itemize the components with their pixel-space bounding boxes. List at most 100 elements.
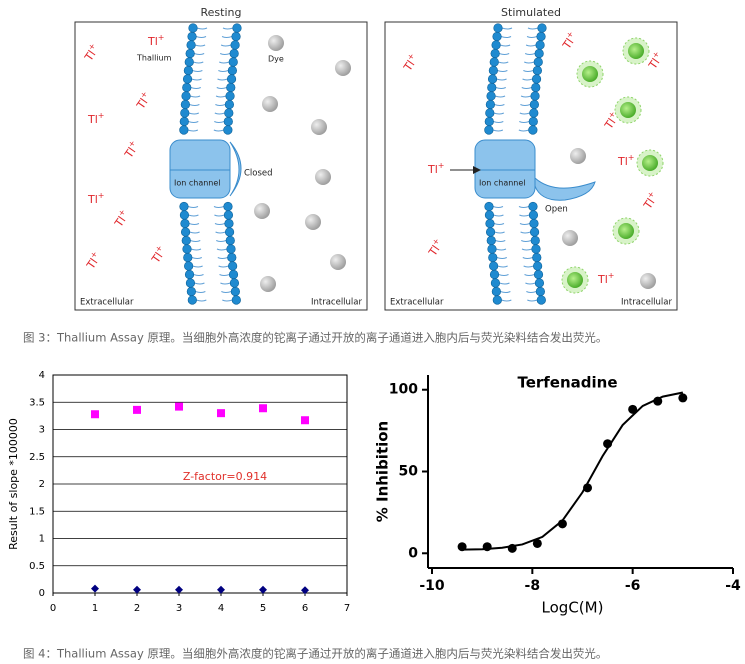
lipid-head	[226, 82, 236, 93]
lipid-tail	[196, 299, 233, 302]
dye-bound	[582, 66, 598, 82]
lipid-tail	[496, 78, 533, 81]
dye	[562, 230, 578, 246]
compartment-label: Extracellular	[390, 298, 444, 308]
x-tick-label: -8	[525, 578, 541, 594]
lipid-head	[531, 74, 542, 84]
lipid-tail	[494, 95, 532, 98]
dye	[305, 214, 321, 230]
lipid-tail	[187, 129, 225, 132]
point	[259, 404, 267, 413]
dye	[315, 169, 331, 185]
lipid-head	[230, 40, 240, 50]
point	[678, 393, 688, 403]
lipid-head	[185, 278, 196, 288]
lipid-head	[528, 210, 539, 220]
lipid-head	[227, 65, 237, 76]
ion-symbol: Tl	[597, 273, 608, 286]
ion-charge: +	[88, 249, 99, 260]
lipid-head	[528, 201, 538, 212]
x-tick-label: 0	[50, 603, 56, 614]
lipid-head	[488, 65, 498, 76]
lipid-head	[484, 116, 494, 127]
x-tick-label: -4	[725, 578, 741, 594]
lipid-head	[184, 269, 195, 280]
lipid-head	[180, 227, 191, 237]
lipid-head	[180, 108, 190, 118]
ion-symbol: Tl	[87, 113, 98, 126]
lipid-tail	[189, 95, 227, 98]
lipid-head	[485, 108, 495, 118]
lipid-tail	[189, 104, 226, 106]
lipid-head	[528, 116, 538, 127]
lipid-tail	[499, 53, 536, 55]
lipid-tail	[499, 44, 537, 47]
channel-label: Ion channel	[174, 179, 221, 188]
lipid-tail	[497, 265, 534, 268]
channel-state: Open	[545, 205, 568, 215]
lipid-tail	[190, 87, 227, 89]
y-tick-label: 2.5	[29, 452, 45, 463]
lipid-head	[224, 218, 234, 229]
compartment-label: Extracellular	[80, 298, 134, 308]
chart: 0 0.5 1 1.5 2 2.5 3 3.5 4 0 1 2 3 4 5 6 7 Result of slope…	[7, 370, 350, 614]
thallium-ion: Tl+	[87, 191, 104, 207]
ion-charge: +	[564, 29, 575, 40]
y-tick-label: 100	[389, 382, 418, 398]
ion-charge: +	[430, 236, 441, 247]
lipid-tail	[501, 27, 539, 30]
lipid-head	[182, 82, 192, 93]
lipid-head	[535, 286, 545, 297]
dye	[640, 273, 656, 289]
dye-bound	[620, 102, 636, 118]
lipid-head	[229, 278, 240, 288]
lipid-head	[180, 99, 190, 110]
dye-bound	[628, 43, 644, 59]
annotation: Z-factor=0.914	[183, 470, 267, 483]
lipid-head	[229, 48, 239, 59]
lipid-tail	[498, 274, 535, 276]
lipid-head	[528, 125, 538, 135]
x-tick-label: 4	[218, 603, 224, 614]
ion-charge: +	[86, 41, 97, 52]
lipid-tail	[192, 70, 229, 72]
lipid-tail	[495, 87, 532, 89]
lipid-head	[485, 218, 495, 229]
chart: 0 50 100 -10 -8 -6 -4 Terfenadine LogC(M) % Inhib…	[374, 374, 742, 617]
lipid-head	[487, 74, 498, 84]
lipid-head	[228, 261, 238, 271]
x-tick-label: -10	[419, 578, 445, 594]
channel-label: Ion channel	[479, 179, 526, 188]
lipid-head	[182, 244, 192, 254]
lipid-tail	[188, 121, 225, 123]
point	[301, 586, 309, 595]
point	[133, 405, 141, 414]
dye-bound	[642, 155, 658, 171]
dye	[570, 148, 586, 164]
lipid-tail	[494, 104, 531, 106]
lipid-head	[529, 99, 539, 110]
lipid-head	[492, 295, 502, 305]
lipid-head	[179, 201, 189, 212]
compartment-label: Intracellular	[311, 298, 363, 308]
dye-bound	[567, 272, 583, 288]
lipid-head	[529, 218, 539, 229]
y-tick-label: 0	[408, 545, 418, 561]
lipid-head	[530, 91, 540, 101]
ion-symbol: Tl	[427, 163, 438, 176]
lipid-tail	[493, 121, 530, 123]
ion-symbol: Tl	[147, 35, 158, 48]
x-tick-label: 2	[134, 603, 140, 614]
lipid-head	[489, 57, 499, 67]
lipid-head	[186, 286, 196, 297]
lipid-tail	[192, 265, 229, 268]
lipid-head	[529, 108, 539, 118]
lipid-head	[231, 295, 241, 305]
lipid-head	[226, 74, 237, 84]
dye	[262, 96, 278, 112]
lipid-tail	[493, 112, 530, 115]
dye	[330, 254, 346, 270]
dye-bound	[618, 223, 634, 239]
ion-charge: +	[153, 243, 164, 254]
